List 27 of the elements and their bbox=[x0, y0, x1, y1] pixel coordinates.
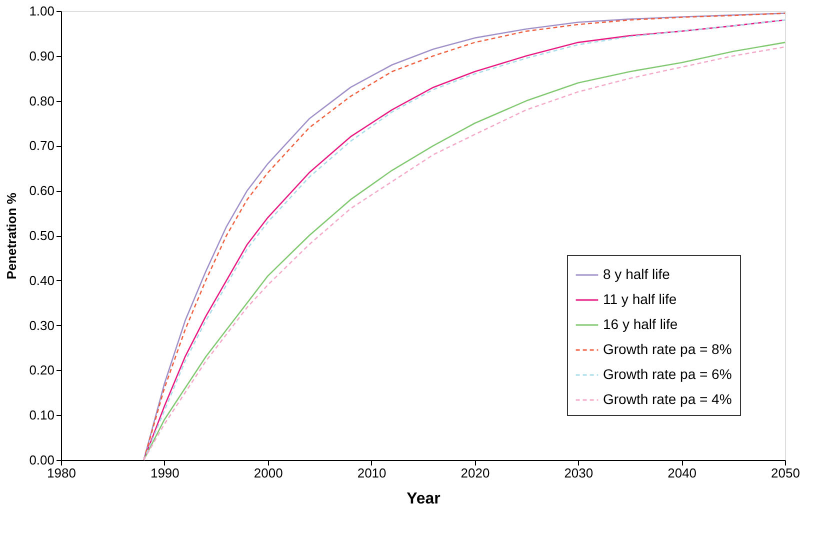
x-axis-title: Year bbox=[406, 490, 440, 508]
x-tick-label: 1990 bbox=[150, 466, 180, 480]
y-tick-label: 0.40 bbox=[29, 272, 54, 288]
x-tick-label: 2010 bbox=[357, 466, 386, 480]
x-tick-label: 2050 bbox=[771, 466, 800, 480]
legend-label: Growth rate pa = 4% bbox=[603, 391, 732, 407]
y-tick-label: 0.00 bbox=[29, 452, 54, 468]
y-tick-label: 0.10 bbox=[29, 408, 54, 423]
legend-label: Growth rate pa = 6% bbox=[603, 366, 732, 382]
x-tick-label: 1980 bbox=[47, 466, 76, 480]
y-tick-label: 0.60 bbox=[29, 183, 54, 198]
x-tick-label: 2020 bbox=[460, 466, 490, 480]
y-axis-title: Penetration % bbox=[4, 192, 20, 280]
x-tick-label: 2000 bbox=[254, 466, 283, 480]
y-tick-label: 0.90 bbox=[29, 48, 54, 64]
x-tick-label: 2030 bbox=[564, 466, 594, 480]
y-tick-label: 0.20 bbox=[29, 362, 54, 378]
y-tick-label: 0.30 bbox=[29, 318, 54, 333]
y-tick-label: 0.70 bbox=[29, 138, 54, 154]
y-tick-label: 0.80 bbox=[29, 93, 54, 108]
legend-label: 16 y half life bbox=[603, 316, 678, 332]
legend-label: 11 y half life bbox=[603, 291, 677, 307]
legend-label: 8 y half life bbox=[603, 266, 670, 282]
legend-label: Growth rate pa = 8% bbox=[603, 341, 732, 357]
y-tick-label: 0.50 bbox=[29, 228, 54, 243]
y-tick-label: 1.00 bbox=[29, 4, 54, 18]
x-tick-label: 2040 bbox=[668, 466, 697, 480]
